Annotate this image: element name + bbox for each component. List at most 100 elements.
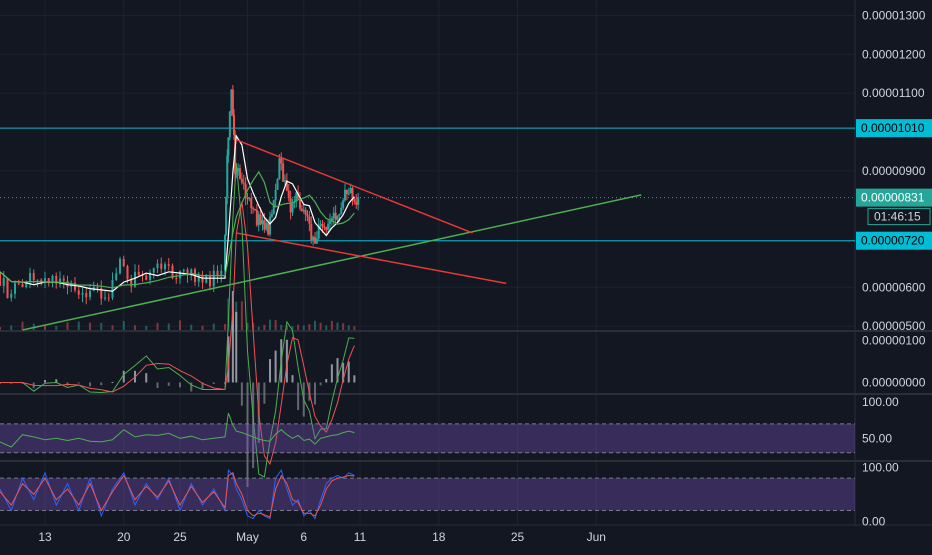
candle-body[interactable] — [355, 201, 358, 205]
candle-body[interactable] — [186, 269, 189, 276]
candle-body[interactable] — [280, 158, 283, 164]
candle-body[interactable] — [278, 158, 281, 180]
candle-body[interactable] — [274, 189, 277, 201]
candle-body[interactable] — [182, 269, 185, 272]
candle-body[interactable] — [216, 270, 219, 276]
candle-body[interactable] — [227, 137, 230, 156]
candle-body[interactable] — [283, 180, 287, 182]
candle-body[interactable] — [323, 226, 326, 228]
macd-line[interactable] — [0, 163, 355, 478]
candle-body[interactable] — [244, 183, 247, 198]
candle-body[interactable] — [259, 214, 262, 225]
candle-body[interactable] — [343, 189, 347, 201]
candle-body[interactable] — [325, 227, 328, 230]
candle-body[interactable] — [248, 198, 251, 200]
stoch-d-line[interactable] — [0, 472, 355, 518]
candle-body[interactable] — [252, 207, 255, 210]
candle-body[interactable] — [103, 297, 107, 299]
candle-body[interactable] — [310, 223, 313, 241]
candle-body[interactable] — [306, 214, 309, 217]
stoch-k-line[interactable] — [0, 468, 355, 520]
macd-pane[interactable] — [0, 163, 356, 487]
candle-body[interactable] — [276, 179, 279, 190]
candle-body[interactable] — [145, 275, 148, 280]
candle-body[interactable] — [21, 284, 24, 288]
candle-body[interactable] — [267, 223, 270, 235]
candle-body[interactable] — [242, 182, 245, 184]
candle-body[interactable] — [225, 197, 228, 236]
candle-body[interactable] — [96, 286, 99, 289]
candle-body[interactable] — [263, 220, 266, 230]
candle-body[interactable] — [313, 237, 317, 244]
candle-body[interactable] — [270, 214, 273, 217]
candle-body[interactable] — [220, 270, 223, 276]
candle-body[interactable] — [298, 198, 302, 209]
candle-body[interactable] — [285, 180, 288, 191]
candle-body[interactable] — [51, 275, 54, 283]
candle-body[interactable] — [342, 200, 345, 208]
candle-body[interactable] — [62, 278, 65, 281]
candle-body[interactable] — [232, 114, 236, 135]
candle-body[interactable] — [111, 280, 114, 298]
trendline[interactable] — [235, 139, 473, 234]
candle-body[interactable] — [28, 272, 32, 282]
candle-body[interactable] — [6, 278, 9, 299]
candle-body[interactable] — [250, 198, 253, 208]
candle-body[interactable] — [85, 292, 88, 298]
candle-body[interactable] — [17, 283, 20, 285]
candle-body[interactable] — [308, 216, 311, 224]
candle-body[interactable] — [178, 271, 182, 279]
stoch-pane[interactable] — [0, 468, 855, 520]
candle-body[interactable] — [208, 275, 212, 287]
candle-body[interactable] — [133, 271, 137, 287]
candle-body[interactable] — [13, 283, 17, 294]
candle-body[interactable] — [289, 198, 292, 213]
candle-body[interactable] — [107, 297, 110, 299]
candle-body[interactable] — [315, 238, 318, 244]
candle-body[interactable] — [300, 208, 303, 211]
candle-body[interactable] — [302, 209, 305, 211]
candle-body[interactable] — [152, 268, 155, 273]
candle-body[interactable] — [321, 224, 324, 227]
ma-fast-line[interactable] — [0, 134, 355, 292]
candle-body[interactable] — [291, 202, 294, 213]
candle-body[interactable] — [130, 279, 133, 287]
candle-body[interactable] — [317, 225, 320, 239]
candle-body[interactable] — [223, 235, 227, 271]
candle-body[interactable] — [10, 293, 13, 299]
candle-body[interactable] — [230, 89, 233, 112]
candle-body[interactable] — [265, 223, 268, 230]
candle-body[interactable] — [297, 192, 300, 199]
candle-body[interactable] — [238, 168, 242, 179]
candle-body[interactable] — [163, 264, 167, 270]
candle-body[interactable] — [175, 278, 178, 280]
candle-body[interactable] — [197, 275, 200, 282]
candle-body[interactable] — [81, 292, 84, 295]
candle-body[interactable] — [122, 258, 125, 267]
candle-body[interactable] — [338, 213, 341, 217]
candle-body[interactable] — [58, 278, 62, 284]
candle-body[interactable] — [201, 275, 204, 283]
rsi-line[interactable] — [0, 412, 355, 448]
candle-body[interactable] — [190, 269, 193, 276]
candle-body[interactable] — [253, 209, 257, 211]
candle-body[interactable] — [115, 273, 118, 281]
candle-body[interactable] — [261, 220, 264, 225]
candle-body[interactable] — [137, 271, 140, 276]
candle-body[interactable] — [148, 272, 152, 280]
ma-slow-line[interactable] — [0, 170, 355, 289]
candle-body[interactable] — [351, 188, 354, 199]
candle-body[interactable] — [100, 288, 103, 299]
candle-body[interactable] — [40, 279, 43, 283]
candle-body[interactable] — [43, 278, 47, 283]
candle-body[interactable] — [334, 212, 337, 220]
candle-body[interactable] — [319, 224, 322, 226]
candle-body[interactable] — [88, 290, 92, 298]
candle-body[interactable] — [345, 189, 348, 194]
candle-body[interactable] — [32, 272, 35, 280]
candle-body[interactable] — [327, 223, 330, 230]
trendline[interactable] — [22, 194, 642, 331]
candle-body[interactable] — [255, 209, 258, 226]
candle-body[interactable] — [66, 280, 69, 287]
